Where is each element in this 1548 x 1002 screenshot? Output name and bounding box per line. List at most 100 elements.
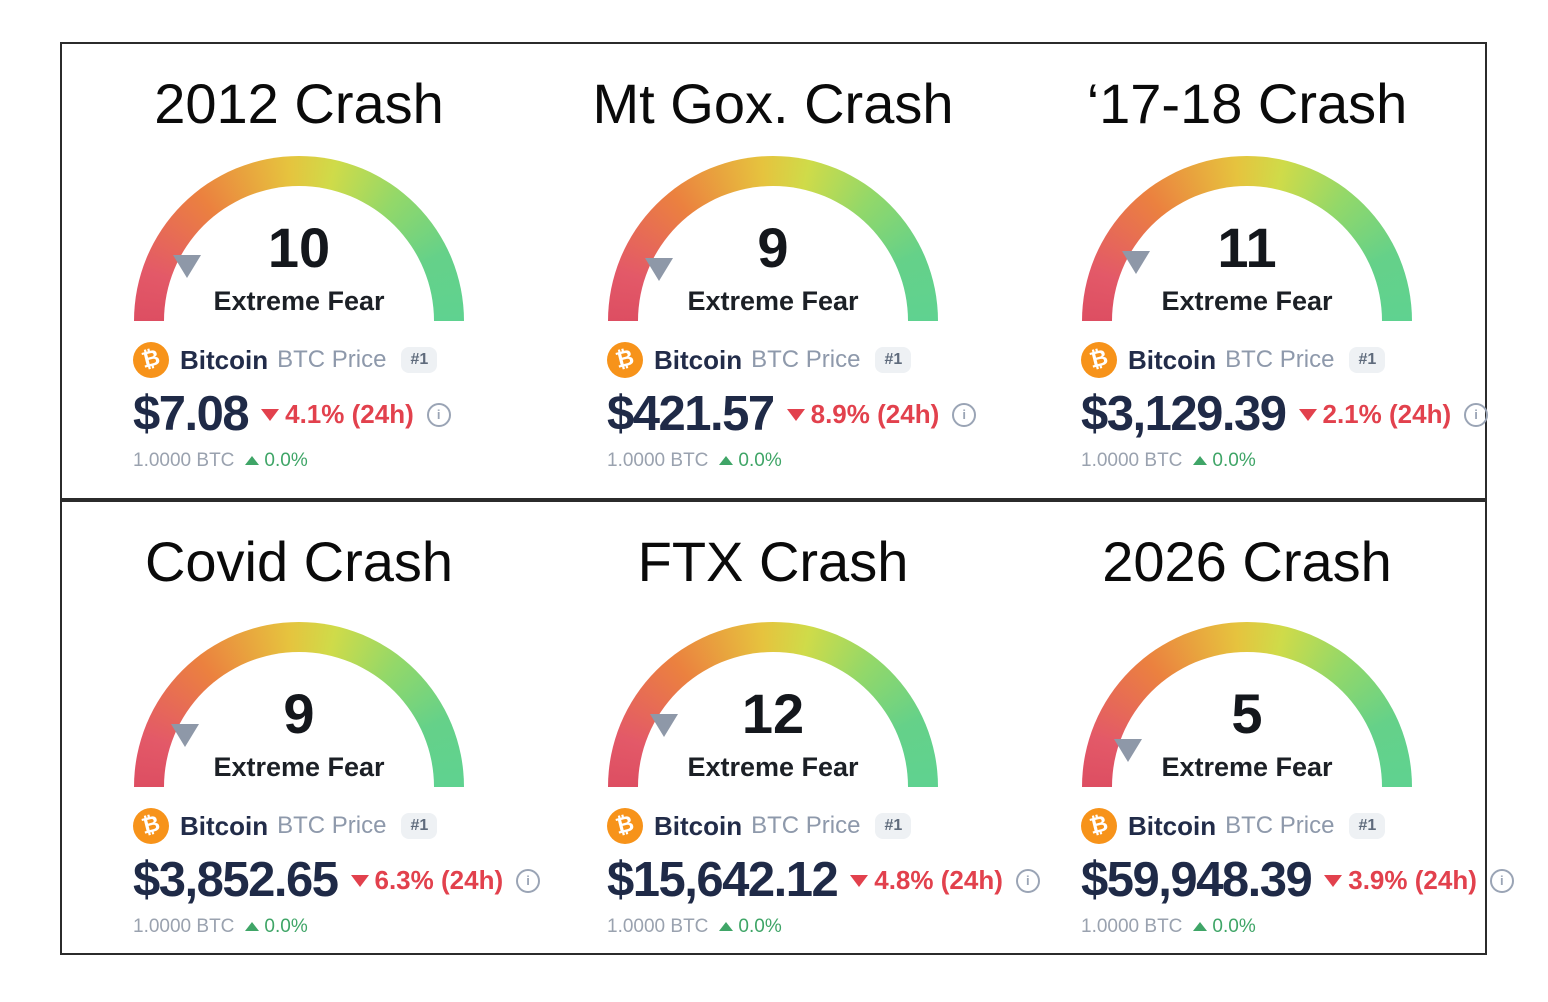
info-icon[interactable]: i bbox=[952, 402, 977, 427]
price-down-triangle-icon bbox=[786, 408, 805, 421]
btc-ratio: 1.0000 BTC bbox=[133, 449, 235, 471]
panel-title: Covid Crash bbox=[144, 530, 454, 593]
panel-content: 12 Extreme Fear ₿ Bitcoin BTC Price #1 $… bbox=[607, 622, 1040, 937]
info-icon[interactable]: i bbox=[1489, 868, 1514, 893]
btc-ratio-change: 0.0% bbox=[738, 449, 782, 471]
bitcoin-icon: ₿ bbox=[1081, 342, 1117, 379]
price-change-24h: 3.9% (24h) bbox=[1348, 865, 1477, 896]
panel-content: 9 Extreme Fear ₿ Bitcoin BTC Price #1 $4… bbox=[607, 156, 977, 471]
price-row: $15,642.12 4.8% (24h) i bbox=[607, 852, 1040, 908]
info-icon[interactable]: i bbox=[1464, 402, 1489, 427]
coin-pair-label: BTC Price bbox=[277, 346, 387, 374]
price-change-24h: 8.9% (24h) bbox=[810, 399, 940, 430]
coin-name: Bitcoin bbox=[654, 344, 743, 375]
fear-greed-gauge: 11 Extreme Fear bbox=[1082, 156, 1412, 322]
rank-badge: #1 bbox=[401, 813, 438, 840]
price-change-24h: 4.1% (24h) bbox=[285, 399, 414, 430]
panel-content: 5 Extreme Fear ₿ Bitcoin BTC Price #1 $5… bbox=[1081, 622, 1514, 938]
bitcoin-glyph: ₿ bbox=[139, 811, 163, 841]
btc-ratio-row: 1.0000 BTC 0.0% bbox=[133, 450, 465, 472]
bitcoin-glyph: ₿ bbox=[613, 811, 637, 841]
bottom-row-box: Covid Crash 9 Extreme Fear ₿ Bitcoin BTC… bbox=[60, 500, 1514, 955]
fear-greed-value: 9 bbox=[757, 216, 789, 280]
bitcoin-glyph: ₿ bbox=[1087, 345, 1111, 375]
bitcoin-icon: ₿ bbox=[607, 808, 643, 845]
fear-greed-sentiment-label: Extreme Fear bbox=[1161, 286, 1333, 317]
btc-ratio: 1.0000 BTC bbox=[1081, 449, 1183, 471]
gauge-pointer-icon bbox=[172, 254, 201, 278]
ratio-up-triangle-icon bbox=[1193, 456, 1208, 466]
price-down-triangle-icon bbox=[350, 874, 369, 887]
fear-greed-gauge: 9 Extreme Fear bbox=[134, 622, 464, 788]
coin-row: ₿ Bitcoin BTC Price #1 bbox=[1081, 342, 1413, 379]
fear-greed-gauge: 10 Extreme Fear bbox=[134, 156, 464, 322]
ratio-up-triangle-icon bbox=[245, 456, 260, 466]
fear-greed-gauge: 9 Extreme Fear bbox=[608, 156, 938, 322]
info-icon-glyph: i bbox=[962, 407, 967, 423]
panel-title: Mt Gox. Crash bbox=[592, 72, 954, 135]
btc-ratio-change: 0.0% bbox=[264, 449, 308, 471]
btc-ratio-change: 0.0% bbox=[1212, 915, 1256, 937]
gauge-pointer-icon bbox=[171, 724, 199, 748]
panel-2026-crash: 2026 Crash 5 Extreme Fear ₿ Bitcoin BTC … bbox=[1010, 502, 1514, 953]
price-change-24h: 6.3% (24h) bbox=[374, 865, 504, 896]
info-icon[interactable]: i bbox=[426, 402, 451, 427]
gauge-pointer-icon bbox=[1122, 251, 1151, 275]
info-icon[interactable]: i bbox=[1015, 868, 1040, 893]
btc-ratio-row: 1.0000 BTC 0.0% bbox=[133, 916, 465, 938]
coin-row: ₿ Bitcoin BTC Price #1 bbox=[1081, 808, 1413, 845]
btc-price: $421.57 bbox=[607, 387, 775, 442]
coin-name: Bitcoin bbox=[1128, 810, 1217, 841]
coin-row: ₿ Bitcoin BTC Price #1 bbox=[133, 808, 465, 845]
bitcoin-glyph: ₿ bbox=[1087, 811, 1111, 841]
btc-price: $59,948.39 bbox=[1081, 853, 1313, 908]
fear-greed-gauge: 5 Extreme Fear bbox=[1082, 622, 1412, 788]
coin-pair-label: BTC Price bbox=[751, 346, 861, 374]
gauge-pointer-icon bbox=[645, 258, 673, 282]
coin-pair-label: BTC Price bbox=[1225, 346, 1335, 374]
coin-row: ₿ Bitcoin BTC Price #1 bbox=[607, 342, 939, 379]
top-row-box: 2012 Crash 10 Extreme Fear ₿ Bitcoin BTC… bbox=[60, 42, 1489, 500]
price-row: $7.08 4.1% (24h) i bbox=[133, 386, 451, 442]
coin-row: ₿ Bitcoin BTC Price #1 bbox=[607, 808, 939, 845]
bitcoin-icon: ₿ bbox=[133, 342, 169, 379]
rank-badge: #1 bbox=[875, 347, 912, 374]
bitcoin-glyph: ₿ bbox=[613, 345, 637, 375]
fear-greed-sentiment-label: Extreme Fear bbox=[213, 752, 385, 783]
rank-badge: #1 bbox=[1349, 347, 1386, 374]
panel-content: 11 Extreme Fear ₿ Bitcoin BTC Price #1 $… bbox=[1081, 156, 1489, 471]
fear-greed-value: 5 bbox=[1231, 682, 1263, 746]
btc-ratio-row: 1.0000 BTC 0.0% bbox=[1081, 916, 1413, 938]
panel-ftx-crash: FTX Crash 12 Extreme Fear ₿ Bitcoin BTC … bbox=[536, 502, 1040, 953]
price-row: $3,129.39 2.1% (24h) i bbox=[1081, 386, 1489, 442]
ratio-up-triangle-icon bbox=[719, 456, 734, 466]
gauge-pointer-icon bbox=[650, 713, 679, 737]
rank-badge: #1 bbox=[875, 813, 912, 840]
fear-greed-value: 12 bbox=[741, 682, 805, 746]
info-icon[interactable]: i bbox=[516, 868, 541, 893]
fear-greed-value: 11 bbox=[1217, 216, 1277, 280]
coin-name: Bitcoin bbox=[180, 810, 269, 841]
coin-name: Bitcoin bbox=[180, 344, 269, 375]
btc-price: $3,129.39 bbox=[1081, 387, 1287, 442]
bitcoin-glyph: ₿ bbox=[139, 345, 163, 375]
fear-greed-value: 10 bbox=[267, 216, 331, 280]
gauge-arc bbox=[1082, 622, 1412, 788]
price-down-triangle-icon bbox=[261, 408, 280, 421]
btc-price: $15,642.12 bbox=[607, 853, 839, 908]
btc-ratio: 1.0000 BTC bbox=[607, 915, 709, 937]
price-change-24h: 2.1% (24h) bbox=[1322, 399, 1452, 430]
btc-price: $3,852.65 bbox=[133, 853, 339, 908]
info-icon-glyph: i bbox=[1026, 873, 1030, 889]
bitcoin-icon: ₿ bbox=[133, 808, 169, 845]
info-icon-glyph: i bbox=[436, 407, 441, 423]
fear-greed-gauge: 12 Extreme Fear bbox=[608, 622, 938, 788]
info-icon-glyph: i bbox=[1474, 407, 1478, 423]
coin-row: ₿ Bitcoin BTC Price #1 bbox=[133, 342, 465, 379]
coin-pair-label: BTC Price bbox=[277, 812, 387, 840]
panel-covid-crash: Covid Crash 9 Extreme Fear ₿ Bitcoin BTC… bbox=[62, 502, 541, 953]
panel-title: ‘17-18 Crash bbox=[1086, 72, 1408, 135]
bitcoin-icon: ₿ bbox=[607, 342, 643, 379]
panel-title: 2026 Crash bbox=[1102, 530, 1392, 593]
price-down-triangle-icon bbox=[850, 874, 869, 887]
